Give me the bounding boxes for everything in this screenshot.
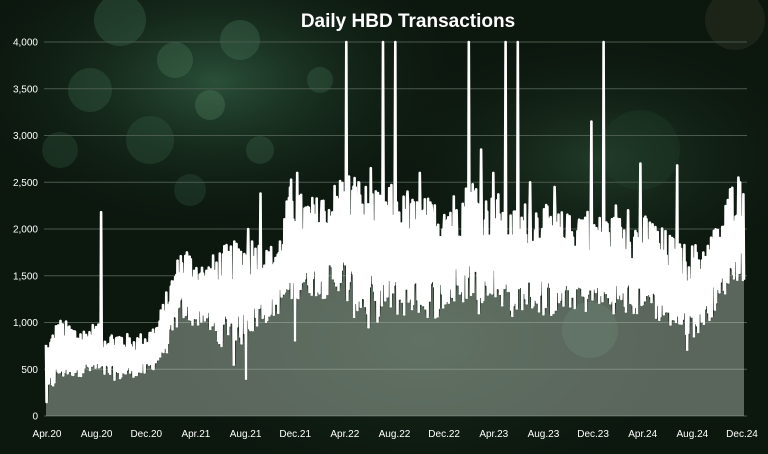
x-tick-label: Dec.22 <box>428 429 460 440</box>
x-tick-label: Apr.24 <box>628 429 657 440</box>
x-tick-label: Apr.22 <box>330 429 359 440</box>
series-area <box>46 264 744 416</box>
y-tick-label: 3,000 <box>13 131 38 142</box>
y-tick-label: 2,000 <box>13 225 38 236</box>
chart-title: Daily HBD Transactions <box>301 11 515 32</box>
y-tick-label: 0 <box>32 412 38 423</box>
y-tick-label: 1,000 <box>13 318 38 329</box>
x-tick-label: Dec.24 <box>726 429 758 440</box>
x-tick-label: Aug.24 <box>677 429 709 440</box>
x-tick-label: Aug.21 <box>230 429 262 440</box>
x-tick-label: Aug.23 <box>528 429 560 440</box>
x-tick-label: Aug.20 <box>81 429 113 440</box>
y-tick-label: 3,500 <box>13 84 38 95</box>
x-tick-label: Dec.20 <box>130 429 162 440</box>
y-tick-label: 4,000 <box>13 38 38 49</box>
x-tick-label: Apr.20 <box>33 429 62 440</box>
y-tick-label: 500 <box>21 365 38 376</box>
x-tick-label: Aug.22 <box>379 429 411 440</box>
x-tick-label: Apr.23 <box>479 429 508 440</box>
x-tick-label: Dec.21 <box>279 429 311 440</box>
background-bubbles <box>42 0 765 358</box>
y-tick-label: 2,500 <box>13 178 38 189</box>
x-tick-label: Dec.23 <box>577 429 609 440</box>
series-line <box>44 40 746 404</box>
x-tick-label: Apr.21 <box>181 429 210 440</box>
y-tick-label: 1,500 <box>13 271 38 282</box>
